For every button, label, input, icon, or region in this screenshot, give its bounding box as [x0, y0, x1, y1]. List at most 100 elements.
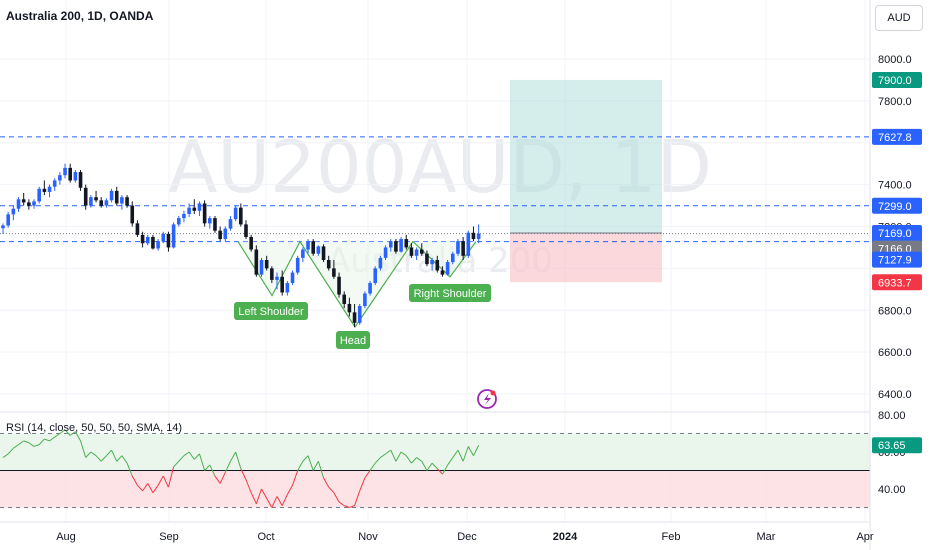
candle-body: [290, 272, 295, 284]
pattern-label-right-shoulder[interactable]: Right Shoulder: [409, 284, 491, 302]
candle: [264, 255, 269, 271]
rsi-segment: [436, 468, 443, 475]
rsi-segment: [204, 464, 211, 471]
candle-body: [47, 186, 52, 192]
candle: [89, 195, 93, 208]
candle-body: [285, 283, 290, 293]
candle-body: [73, 172, 78, 181]
rsi-segment: [369, 462, 376, 471]
rsi-segment: [281, 494, 288, 506]
pattern-label-head[interactable]: Head: [336, 331, 370, 349]
candle: [83, 184, 88, 210]
rsi-badge-text: 63.65: [878, 440, 906, 452]
price-badge: 7627.8: [872, 128, 922, 145]
candle: [176, 216, 181, 227]
rsi-overbought-zone: [0, 433, 870, 471]
candle: [1, 223, 5, 234]
candle-body: [83, 187, 88, 206]
candle: [197, 201, 202, 217]
position-target-zone[interactable]: [510, 79, 662, 233]
candle-body: [161, 233, 166, 242]
price-badge: 7900.0: [872, 71, 922, 88]
candle: [135, 220, 140, 237]
candle-body: [140, 234, 145, 244]
lightning-icon[interactable]: [477, 389, 497, 409]
price-tick-label: 7800.0: [878, 96, 912, 108]
candle-body: [337, 276, 341, 295]
price-badge-bg: [872, 128, 922, 145]
candle-body: [399, 239, 403, 252]
rsi-segment: [183, 451, 190, 457]
horizontal-levels[interactable]: [0, 136, 870, 243]
rsi-segment: [162, 475, 169, 488]
rsi-segment: [457, 449, 464, 462]
candle: [27, 199, 31, 210]
candle: [166, 231, 171, 252]
candle-body: [430, 260, 434, 265]
candle: [125, 195, 129, 208]
candle-body: [52, 180, 57, 187]
candle-body: [6, 214, 10, 226]
candle-body: [435, 260, 440, 271]
price-badge-bg: [872, 274, 922, 291]
candle: [249, 234, 253, 252]
candle: [99, 197, 104, 208]
rsi-segment: [90, 451, 97, 457]
price-tick-label: 7400.0: [878, 180, 912, 192]
price-axis[interactable]: 8000.07800.07400.07200.06800.06600.06400…: [878, 54, 912, 496]
candle: [223, 226, 228, 242]
price-tick-label: 8000.0: [878, 54, 912, 66]
rsi-segment: [473, 445, 480, 456]
rsi-segment: [54, 433, 61, 438]
rsi-segment: [230, 451, 237, 462]
candle-body: [461, 241, 465, 256]
candle: [270, 266, 274, 284]
candle: [347, 297, 352, 317]
price-badges: 7900.07627.87299.07169.010:54:177166.071…: [872, 71, 922, 454]
rsi-segment: [426, 462, 433, 471]
rsi-segment: [452, 449, 459, 458]
rsi-segment: [18, 440, 24, 446]
time-axis[interactable]: Aug Sep Oct Nov Dec 2024 Feb Mar Apr: [56, 531, 874, 543]
rsi-pane: [0, 429, 870, 508]
pattern-label-left-shoulder[interactable]: Left Shoulder: [234, 302, 308, 320]
price-badge-text: 7127.9: [878, 255, 912, 267]
rsi-segment: [38, 438, 45, 445]
candle: [228, 216, 233, 231]
price-badge-bg: [872, 251, 922, 268]
candle: [187, 203, 191, 218]
candle-body: [202, 203, 207, 224]
candle-body: [208, 218, 212, 224]
position-stop-zone[interactable]: [510, 232, 662, 283]
candle-body: [37, 188, 41, 202]
rsi-segment: [323, 477, 330, 488]
rsi-segment: [147, 483, 154, 493]
candle: [151, 234, 155, 250]
candle: [120, 195, 124, 210]
rsi-segment: [390, 449, 397, 462]
candle-body: [16, 199, 21, 209]
head-shoulders-pattern[interactable]: Left Shoulder Head Right Shoulder: [234, 240, 491, 349]
rsi-segment: [33, 444, 40, 447]
candle-body: [151, 236, 155, 249]
price-badge: 6933.7: [872, 274, 922, 291]
candle-body: [130, 205, 135, 224]
rsi-badge-bg: [872, 437, 922, 454]
currency-button[interactable]: AUD: [875, 5, 923, 31]
rsi-segment: [354, 490, 361, 506]
candle: [140, 231, 145, 248]
candle: [440, 266, 445, 277]
rsi-title: RSI (14, close, 50, 50, 50, SMA, 14): [6, 422, 183, 434]
candle-body: [32, 201, 36, 206]
candle: [399, 236, 403, 253]
rsi-segment: [80, 440, 87, 458]
candle: [306, 239, 310, 254]
time-tick-label: Dec: [457, 531, 477, 543]
candle-body: [357, 306, 362, 323]
candle: [388, 239, 393, 252]
rsi-segment: [49, 436, 55, 442]
candle-body: [94, 197, 98, 201]
candle: [233, 205, 238, 222]
rsi-segment: [126, 462, 133, 477]
rsi-segment: [23, 440, 30, 444]
